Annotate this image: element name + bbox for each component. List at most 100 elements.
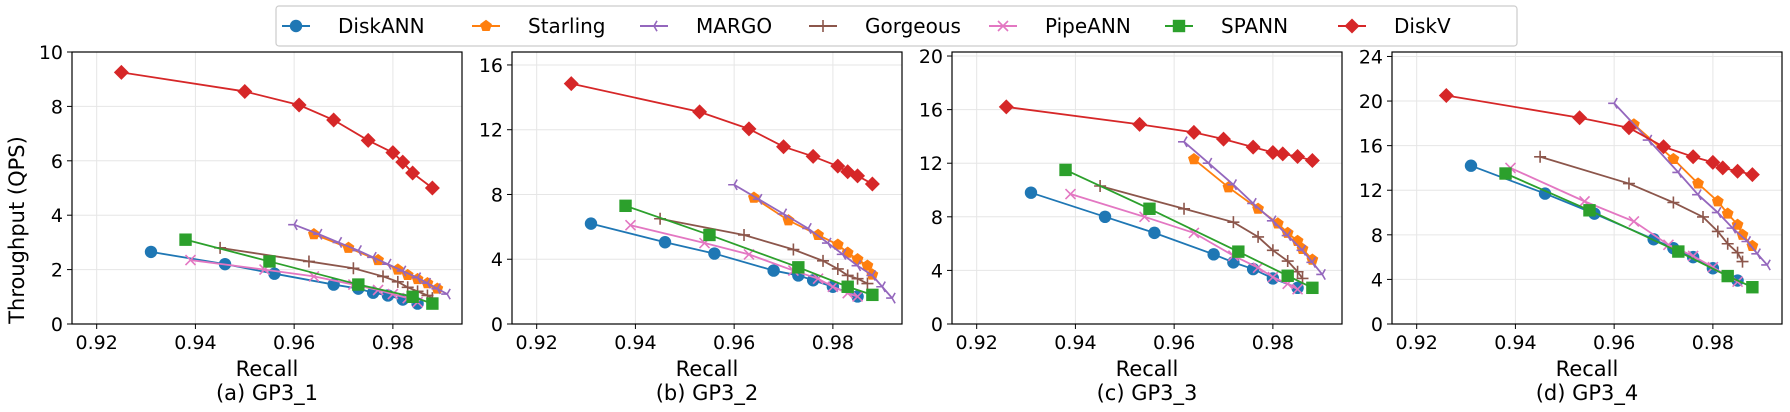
legend-item-diskv: DiskV — [1338, 14, 1451, 38]
data-point — [841, 280, 854, 293]
data-point — [1711, 195, 1724, 207]
data-point — [1064, 188, 1077, 200]
x-tick-label: 0.96 — [1593, 332, 1635, 354]
data-point — [1178, 136, 1188, 148]
data-point — [792, 261, 805, 274]
data-point — [864, 176, 880, 192]
data-point — [1306, 256, 1317, 268]
data-point — [1761, 259, 1771, 271]
plot-frame — [71, 51, 463, 325]
data-point — [1621, 120, 1637, 136]
series-diskv — [563, 76, 880, 192]
data-point — [144, 245, 158, 259]
data-point — [1705, 154, 1721, 170]
data-point — [288, 219, 298, 231]
data-point — [1143, 202, 1156, 215]
data-point — [302, 255, 315, 268]
series-margo — [1178, 136, 1326, 281]
y-tick-label: 12 — [479, 120, 503, 142]
y-tick-label: 6 — [51, 151, 63, 173]
data-point — [1098, 210, 1112, 224]
data-point — [395, 154, 411, 170]
data-point — [1296, 244, 1307, 256]
data-point — [113, 64, 129, 80]
legend-marker — [817, 20, 829, 32]
series-starling — [1628, 118, 1759, 251]
data-point — [1178, 202, 1191, 215]
data-point — [237, 83, 253, 99]
legend-item-pipeann: PipeANN — [989, 14, 1131, 38]
data-point — [1692, 177, 1704, 189]
data-point — [1202, 157, 1213, 169]
data-point — [421, 277, 432, 289]
data-point — [1672, 166, 1683, 178]
data-point — [1672, 245, 1685, 258]
data-point — [703, 228, 716, 242]
x-tick-label: 0.98 — [372, 332, 414, 354]
y-tick-label: 0 — [491, 314, 503, 336]
data-point — [1721, 207, 1734, 219]
series-margo — [1608, 97, 1771, 271]
data-point — [584, 217, 598, 230]
data-point — [851, 272, 864, 285]
data-point — [332, 236, 343, 248]
data-point — [802, 222, 812, 235]
legend-frame — [275, 5, 1518, 47]
data-point — [360, 132, 376, 148]
data-point — [1622, 177, 1635, 190]
x-tick-label: 0.98 — [812, 332, 854, 354]
data-point — [1721, 269, 1734, 283]
data-point — [1281, 255, 1294, 268]
data-point — [1667, 152, 1680, 165]
legend-label: PipeANN — [1045, 14, 1131, 38]
data-point — [426, 297, 439, 310]
data-point — [830, 158, 846, 174]
series-diskv — [113, 64, 440, 196]
data-point — [1059, 163, 1072, 177]
data-point — [836, 248, 847, 260]
data-point — [372, 284, 384, 296]
data-point — [291, 97, 307, 113]
data-point — [841, 269, 854, 282]
data-point — [1751, 248, 1762, 260]
legend-item-margo: MARGO — [640, 14, 772, 38]
data-point — [184, 254, 197, 266]
y-tick-label: 16 — [479, 55, 503, 77]
data-point — [1730, 163, 1746, 179]
x-axis-label: Recall — [1556, 357, 1619, 381]
panel-caption: (c) GP3_3 — [1097, 381, 1198, 406]
data-point — [312, 228, 323, 240]
data-point — [1736, 255, 1749, 268]
data-point — [1024, 186, 1038, 199]
data-point — [1711, 206, 1722, 219]
data-point — [1746, 281, 1759, 294]
data-point — [1731, 218, 1744, 230]
y-tick-label: 24 — [1359, 46, 1383, 68]
legend-marker — [480, 19, 492, 32]
legend-label: Starling — [528, 14, 606, 38]
panel-caption: (a) GP3_1 — [216, 381, 318, 406]
data-point — [385, 145, 401, 161]
x-tick-label: 0.92 — [956, 332, 998, 354]
y-tick-label: 10 — [39, 42, 63, 64]
data-point — [1186, 124, 1202, 140]
y-axis-label: Throughput (QPS) — [5, 136, 29, 325]
legend-marker — [289, 19, 303, 33]
data-point — [377, 270, 390, 283]
data-point — [1685, 149, 1701, 165]
legend: DiskANN Starling MARGO Gorgeous PipeANN SPANN… — [275, 5, 1518, 47]
data-point — [1464, 159, 1478, 172]
data-point — [1316, 268, 1326, 281]
data-point — [367, 251, 377, 263]
plot-frame — [511, 51, 903, 325]
data-point — [405, 165, 421, 181]
chart-panel-a-gp3-1: 0.92 0.94 0.96 0.98 0 2 4 6 8 10 Recall(a) GP3_1 — [39, 42, 463, 406]
x-tick-label: 0.96 — [713, 332, 755, 354]
data-point — [692, 104, 708, 120]
data-point — [787, 243, 800, 256]
data-point — [1628, 215, 1640, 228]
data-point — [624, 219, 637, 231]
data-point — [886, 292, 896, 304]
data-point — [1583, 204, 1596, 217]
